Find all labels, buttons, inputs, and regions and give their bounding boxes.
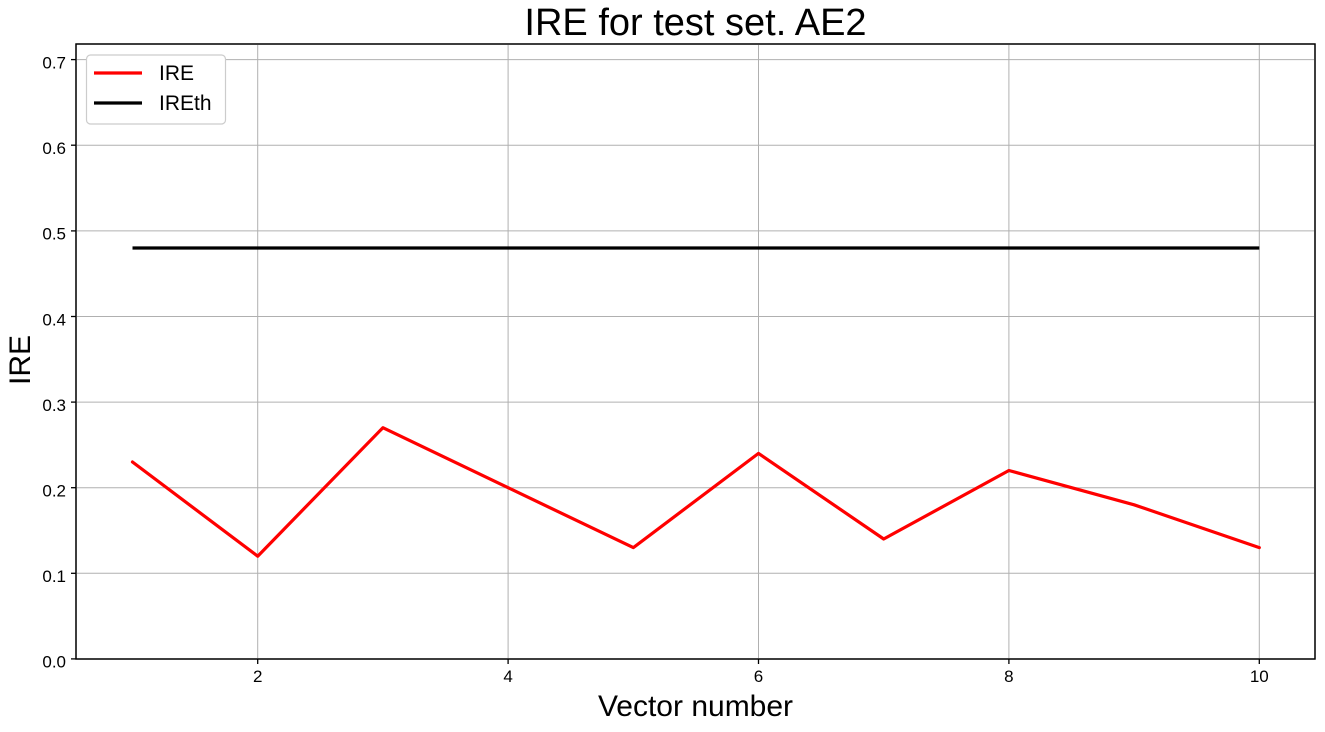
svg-text:0.0: 0.0 [42, 653, 66, 672]
svg-text:IRE: IRE [4, 335, 37, 385]
svg-text:4: 4 [503, 667, 512, 686]
svg-text:6: 6 [754, 667, 763, 686]
svg-text:0.2: 0.2 [42, 482, 66, 501]
svg-text:0.3: 0.3 [42, 396, 66, 415]
svg-text:0.4: 0.4 [42, 310, 66, 329]
svg-text:IRE for test set. AE2: IRE for test set. AE2 [524, 2, 866, 44]
svg-text:IRE: IRE [159, 62, 194, 85]
svg-text:8: 8 [1004, 667, 1013, 686]
svg-text:0.7: 0.7 [42, 53, 66, 72]
svg-text:Vector number: Vector number [598, 690, 793, 723]
svg-text:10: 10 [1250, 667, 1269, 686]
svg-text:IREth: IREth [159, 92, 212, 115]
svg-text:2: 2 [253, 667, 262, 686]
svg-text:0.6: 0.6 [42, 139, 66, 158]
svg-text:0.1: 0.1 [42, 567, 66, 586]
svg-text:0.5: 0.5 [42, 225, 66, 244]
